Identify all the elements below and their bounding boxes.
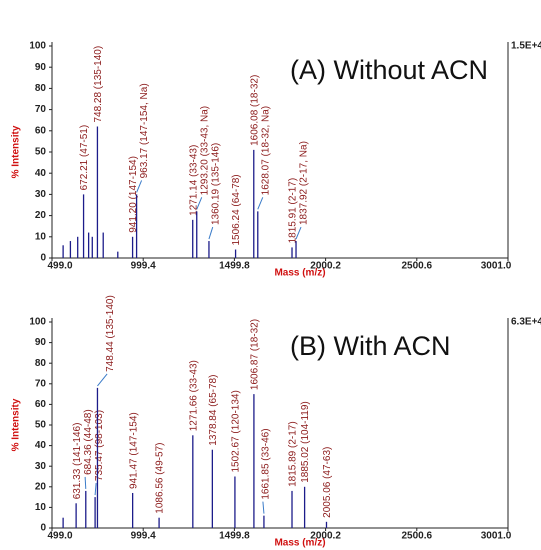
peak-label: 1378.84 (65-78) xyxy=(208,375,219,446)
peak-label: 1271.66 (33-43) xyxy=(188,360,199,431)
peak-label: 748.44 (135-140) xyxy=(105,295,116,372)
x-axis-label: Mass (m/z) xyxy=(274,538,325,549)
peak-label: 1885.02 (104-119) xyxy=(300,401,311,483)
peak-label: 941.47 (147-154) xyxy=(128,412,139,489)
y-tick-label: 0 xyxy=(40,523,46,534)
x-tick-label: 1499.8 xyxy=(219,261,250,272)
y-tick-label: 10 xyxy=(35,502,47,513)
peak-label: 1837.92 (2-17, Na) xyxy=(299,141,310,225)
scale-label: 1.5E+4 xyxy=(511,41,541,52)
x-tick-label: 999.4 xyxy=(131,531,156,542)
y-tick-label: 40 xyxy=(35,168,47,179)
x-tick-label: 3001.0 xyxy=(481,261,512,272)
y-tick-label: 30 xyxy=(35,189,47,200)
y-tick-label: 90 xyxy=(35,62,47,73)
peak-label: 963.17 (147-154, Na) xyxy=(139,83,150,178)
leader-line xyxy=(257,197,264,210)
scale-label: 6.3E+4 xyxy=(511,317,541,328)
peak-label: 2005.06 (47-63) xyxy=(322,447,333,518)
peak-label: 1271.14 (33-43) xyxy=(188,145,199,216)
peak-label: 672.21 (47-51) xyxy=(79,125,90,191)
x-tick-label: 2000.2 xyxy=(310,531,341,542)
x-axis-label: Mass (m/z) xyxy=(274,268,325,279)
y-axis-label: % Intensity xyxy=(11,398,22,451)
x-tick-label: 499.0 xyxy=(47,531,72,542)
panel-title: (B) With ACN xyxy=(290,331,451,361)
leader-line xyxy=(208,226,214,240)
y-tick-label: 70 xyxy=(35,378,47,389)
x-tick-label: 2500.6 xyxy=(402,261,433,272)
leader-line xyxy=(262,501,265,514)
peak-label: 1360.19 (135-146) xyxy=(210,143,221,225)
panel-title: (A) Without ACN xyxy=(290,55,488,85)
peak-label: 684.36 (44-48) xyxy=(83,409,94,475)
x-tick-label: 999.4 xyxy=(131,261,156,272)
peak-label: 748.28 (135-140) xyxy=(93,46,104,123)
leader-line xyxy=(97,373,108,387)
y-axis-label: % Intensity xyxy=(11,125,22,178)
peak-label: 941.20 (147-154) xyxy=(128,156,139,233)
y-tick-label: 20 xyxy=(35,481,47,492)
x-tick-label: 499.0 xyxy=(47,261,72,272)
peak-label: 1502.67 (120-134) xyxy=(231,390,242,472)
y-tick-label: 100 xyxy=(29,41,46,52)
peak-label: 631.33 (141-146) xyxy=(72,423,83,500)
peak-label: 1086.56 (49-57) xyxy=(155,443,166,514)
peak-label: 1628.07 (18-32, Na) xyxy=(260,106,271,196)
y-tick-label: 50 xyxy=(35,420,47,431)
x-tick-label: 1499.8 xyxy=(219,531,250,542)
peak-label: 1815.91 (2-17) xyxy=(288,178,299,244)
y-tick-label: 100 xyxy=(29,317,46,328)
y-tick-label: 30 xyxy=(35,461,47,472)
leader-line xyxy=(295,226,302,240)
leader-line xyxy=(196,197,203,210)
peak-label: 1606.87 (18-32) xyxy=(250,319,261,390)
peak-label: 735.47 (98-103) xyxy=(94,410,105,481)
leader-line xyxy=(94,483,97,496)
y-tick-label: 70 xyxy=(35,104,47,115)
y-tick-label: 40 xyxy=(35,440,47,451)
y-tick-label: 10 xyxy=(35,231,47,242)
y-tick-label: 80 xyxy=(35,83,47,94)
y-tick-label: 80 xyxy=(35,358,47,369)
x-tick-label: 2500.6 xyxy=(402,531,433,542)
x-tick-label: 2000.2 xyxy=(310,261,341,272)
y-tick-label: 60 xyxy=(35,125,47,136)
leader-line xyxy=(84,476,87,489)
x-tick-label: 3001.0 xyxy=(481,531,512,542)
peak-label: 1506.24 (64-78) xyxy=(231,174,242,245)
y-tick-label: 60 xyxy=(35,399,47,410)
y-tick-label: 90 xyxy=(35,337,47,348)
peak-label: 1606.08 (18-32) xyxy=(249,75,260,146)
y-tick-label: 20 xyxy=(35,210,47,221)
y-tick-label: 0 xyxy=(40,253,46,264)
peak-label: 1815.89 (2-17) xyxy=(288,421,299,487)
leader-line xyxy=(136,180,143,193)
peak-label: 1293.20 (33-43, Na) xyxy=(199,106,210,196)
peak-label: 1661.85 (33-46) xyxy=(261,428,272,499)
y-tick-label: 50 xyxy=(35,147,47,158)
